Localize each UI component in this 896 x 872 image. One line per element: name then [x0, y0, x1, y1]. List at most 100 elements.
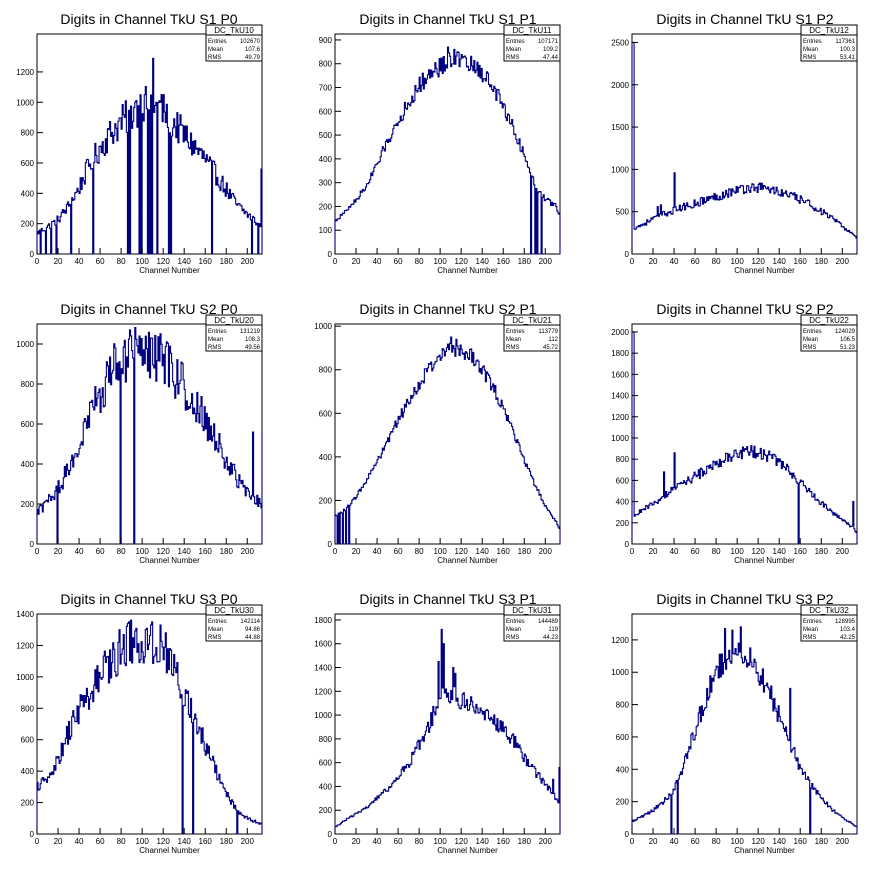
- x-tick-label: 100: [730, 257, 744, 266]
- y-tick-label: 1200: [314, 687, 332, 696]
- stats-name: DC_TkU31: [512, 606, 552, 615]
- stats-box: [503, 24, 561, 62]
- x-axis-label: Channel Number: [734, 556, 795, 565]
- stats-entries-label: Entries: [506, 329, 525, 335]
- stats-box: [205, 604, 263, 642]
- panel-title: Digits in Channel TkU S3 P1: [359, 591, 536, 607]
- stats-mean-value: 108.3: [245, 337, 261, 343]
- y-tick-label: 400: [616, 498, 630, 507]
- y-tick-label: 2000: [611, 328, 629, 337]
- panel-s1-p1: Digits in Channel TkU S1 P1 100200300400…: [319, 11, 561, 275]
- stats-mean-value: 107.6: [245, 47, 261, 53]
- x-axis-label: Channel Number: [437, 266, 498, 275]
- stats-rms-label: RMS: [506, 55, 519, 61]
- plot-frame: [334, 33, 561, 255]
- x-tick-label: 160: [794, 547, 808, 556]
- stats-name: DC_TkU21: [512, 316, 552, 325]
- x-tick-label: 40: [75, 257, 84, 266]
- x-tick-label: 100: [135, 257, 149, 266]
- x-tick-label: 160: [199, 257, 213, 266]
- y-tick-label: 0: [30, 250, 35, 259]
- x-tick-label: 40: [75, 547, 84, 556]
- y-tick-label: 700: [319, 84, 333, 93]
- stats-rms-value: 49.56: [245, 345, 261, 351]
- stats-entries-label: Entries: [208, 329, 227, 335]
- x-tick-label: 60: [96, 837, 105, 846]
- x-tick-label: 180: [815, 257, 829, 266]
- stats-entries-label: Entries: [506, 619, 525, 625]
- x-tick-label: 100: [135, 547, 149, 556]
- y-tick-label: 1000: [16, 340, 34, 349]
- stats-mean-label: Mean: [208, 47, 223, 53]
- panel-s3-p0: Digits in Channel TkU S3 P0 200400600800…: [16, 591, 263, 855]
- stats-mean-value: 94.86: [245, 627, 261, 633]
- stats-box: [800, 604, 858, 642]
- x-tick-label: 160: [199, 837, 213, 846]
- stats-entries-label: Entries: [208, 39, 227, 45]
- stats-mean-label: Mean: [506, 627, 521, 633]
- x-tick-label: 0: [333, 837, 338, 846]
- y-tick-label: 200: [616, 519, 630, 528]
- x-tick-label: 200: [241, 547, 255, 556]
- x-tick-label: 160: [497, 257, 511, 266]
- y-tick-label: 800: [616, 701, 630, 710]
- x-axis-label: Channel Number: [139, 266, 200, 275]
- x-tick-label: 160: [794, 257, 808, 266]
- y-tick-label: 1400: [611, 392, 629, 401]
- y-tick-label: 2000: [611, 81, 629, 90]
- stats-mean-label: Mean: [803, 337, 818, 343]
- stats-box: [800, 314, 858, 352]
- stats-mean-label: Mean: [506, 47, 521, 53]
- x-tick-label: 100: [433, 257, 447, 266]
- x-axis-label: Channel Number: [734, 846, 795, 855]
- x-axis-label: Channel Number: [734, 266, 795, 275]
- y-tick-label: 200: [21, 500, 35, 509]
- y-tick-label: 600: [319, 409, 333, 418]
- y-tick-label: 800: [21, 129, 35, 138]
- x-axis-label: Channel Number: [139, 556, 200, 565]
- x-tick-label: 140: [773, 547, 787, 556]
- y-tick-label: 600: [616, 476, 630, 485]
- x-tick-label: 100: [730, 837, 744, 846]
- x-tick-label: 0: [35, 547, 40, 556]
- x-tick-label: 20: [649, 837, 658, 846]
- stats-mean-label: Mean: [208, 337, 223, 343]
- y-tick-label: 400: [616, 765, 630, 774]
- x-tick-label: 40: [75, 837, 84, 846]
- x-tick-label: 180: [220, 837, 234, 846]
- stats-entries-label: Entries: [506, 39, 525, 45]
- stats-rms-value: 44.88: [245, 635, 261, 641]
- y-tick-label: 1000: [16, 673, 34, 682]
- stats-mean-label: Mean: [506, 337, 521, 343]
- y-tick-label: 400: [319, 155, 333, 164]
- y-tick-label: 100: [319, 226, 333, 235]
- y-tick-label: 0: [328, 830, 333, 839]
- x-tick-label: 180: [220, 547, 234, 556]
- y-tick-label: 900: [319, 36, 333, 45]
- y-tick-label: 800: [21, 704, 35, 713]
- x-tick-label: 180: [815, 837, 829, 846]
- stats-entries-value: 144489: [538, 619, 559, 625]
- x-tick-label: 40: [670, 257, 679, 266]
- stats-rms-label: RMS: [506, 635, 519, 641]
- stats-rms-label: RMS: [208, 635, 221, 641]
- stats-rms-value: 53.41: [840, 55, 856, 61]
- panel-s1-p2: Digits in Channel TkU S1 P2 500100015002…: [611, 11, 858, 275]
- y-tick-label: 0: [30, 830, 35, 839]
- stats-rms-value: 49.79: [245, 55, 261, 61]
- plot-frame: [36, 613, 263, 835]
- x-tick-label: 100: [730, 547, 744, 556]
- x-tick-label: 100: [433, 837, 447, 846]
- panel-s3-p1: Digits in Channel TkU S3 P1 200400600800…: [314, 591, 561, 855]
- x-tick-label: 80: [712, 837, 721, 846]
- y-tick-label: 800: [319, 366, 333, 375]
- stats-entries-label: Entries: [803, 39, 822, 45]
- x-tick-label: 80: [117, 547, 126, 556]
- stats-box: [503, 604, 561, 642]
- stats-rms-label: RMS: [803, 635, 816, 641]
- x-axis-label: Channel Number: [437, 846, 498, 855]
- x-tick-label: 100: [433, 547, 447, 556]
- stats-entries-value: 128995: [835, 619, 856, 625]
- x-tick-label: 200: [539, 257, 553, 266]
- x-tick-label: 0: [630, 257, 635, 266]
